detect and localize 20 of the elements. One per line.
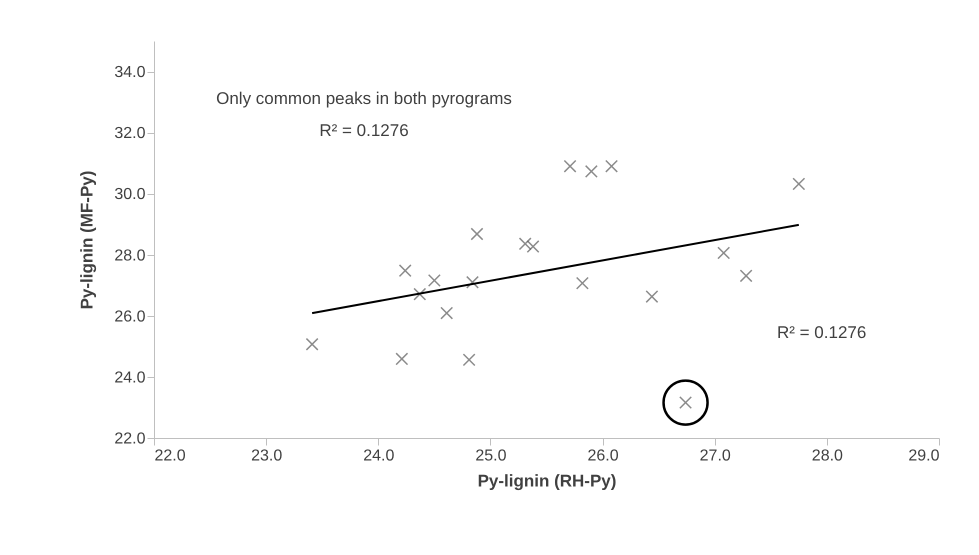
x-tick-label: 29.0 — [908, 448, 940, 464]
x-tick-label: 28.0 — [812, 448, 844, 464]
x-tick-label: 22.0 — [154, 448, 186, 464]
y-tick-label: 30.0 — [114, 186, 146, 204]
x-tick-label: 25.0 — [475, 448, 507, 464]
y-tick-label: 28.0 — [114, 247, 146, 264]
x-tick-label: 24.0 — [363, 448, 394, 464]
annotation: R² = 0.1276 — [319, 121, 409, 140]
x-axis-title: Py-lignin (RH-Py) — [478, 472, 616, 490]
annotation: Only common peaks in both pyrograms — [216, 89, 512, 108]
y-tick-label: 22.0 — [114, 430, 146, 448]
x-tick-label: 23.0 — [251, 448, 282, 464]
y-tick-label: 34.0 — [114, 64, 146, 82]
y-tick-label: 24.0 — [114, 369, 146, 386]
x-tick-label: 26.0 — [588, 448, 619, 464]
y-tick-label: 32.0 — [114, 125, 146, 142]
y-tick-label: 26.0 — [114, 308, 146, 326]
y-axis-title: Py-lignin (MF-Py) — [77, 170, 96, 310]
x-tick-label: 27.0 — [700, 448, 731, 464]
annotation: R² = 0.1276 — [777, 323, 866, 342]
